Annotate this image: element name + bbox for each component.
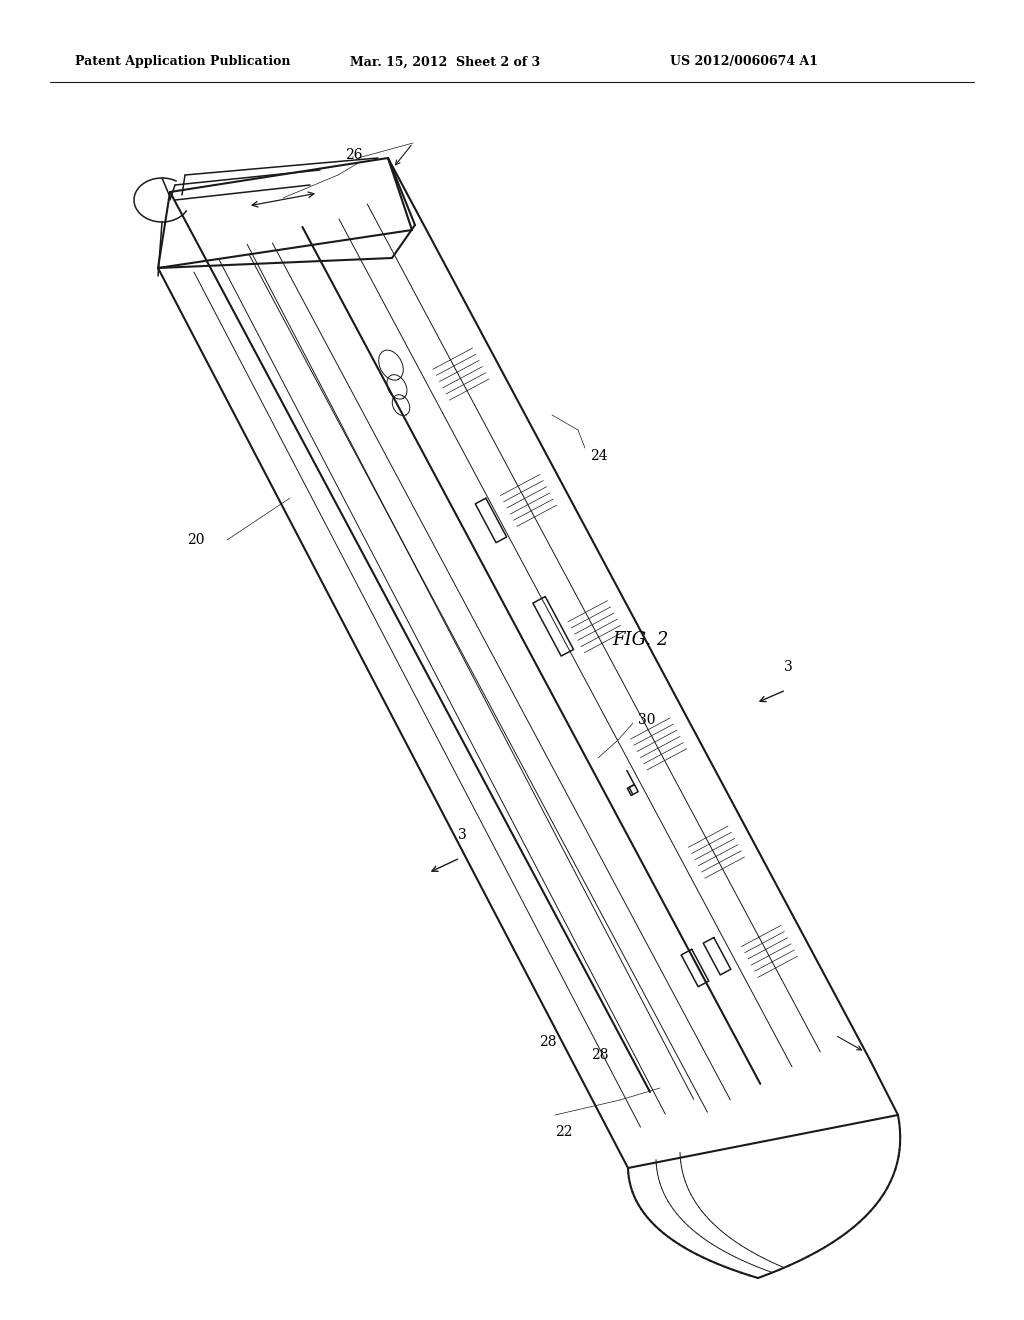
Text: FIG. 2: FIG. 2 (611, 631, 669, 649)
Text: 3: 3 (783, 660, 793, 675)
Text: Mar. 15, 2012  Sheet 2 of 3: Mar. 15, 2012 Sheet 2 of 3 (350, 55, 540, 69)
Text: 3: 3 (458, 828, 466, 842)
Text: 22: 22 (555, 1125, 572, 1139)
Text: 24: 24 (590, 449, 607, 463)
Text: 26: 26 (345, 148, 362, 162)
Text: US 2012/0060674 A1: US 2012/0060674 A1 (670, 55, 818, 69)
Text: 28: 28 (591, 1048, 608, 1063)
Text: Patent Application Publication: Patent Application Publication (75, 55, 291, 69)
Text: 30: 30 (638, 713, 655, 727)
Text: 20: 20 (187, 533, 205, 546)
Text: 28: 28 (540, 1035, 557, 1049)
